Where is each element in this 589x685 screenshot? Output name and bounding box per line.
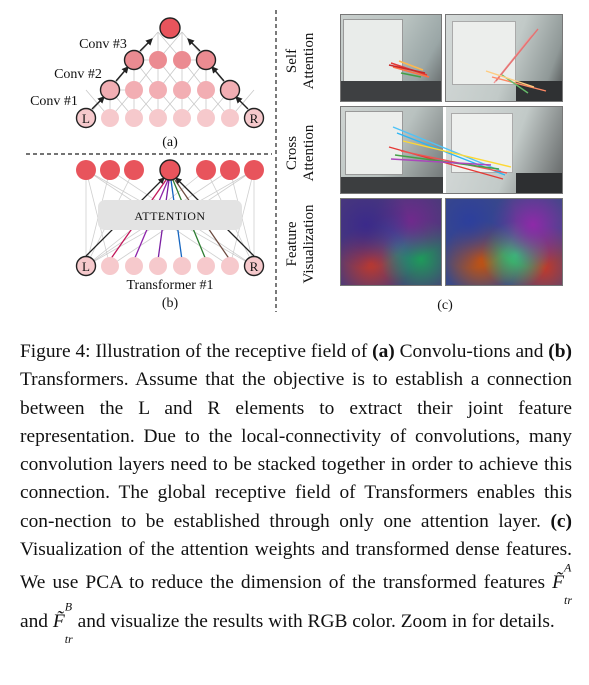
- row2-label-line2: Attention: [301, 124, 317, 182]
- node-l-b-label: L: [82, 259, 90, 274]
- self-attention-lines-left: [388, 60, 430, 78]
- figure-caption: Figure 4: Illustration of the receptive …: [20, 338, 572, 645]
- node-l-a: [75, 107, 97, 129]
- cross-attention-image: [340, 106, 563, 194]
- conv2-right-node: [195, 49, 217, 71]
- transformer-output-node: [159, 159, 181, 181]
- row-label-feature-visualization: Feature Visualization: [284, 193, 320, 295]
- row-label-cross-attention: Cross Attention: [284, 113, 320, 193]
- node-r-a: [243, 107, 265, 129]
- conv3-label: Conv #3: [79, 37, 127, 52]
- conv3-top-node: [159, 17, 181, 39]
- cross-attention-lines: [388, 126, 512, 180]
- conv1-left-node: [99, 79, 121, 101]
- panel-a-label: (a): [162, 135, 178, 150]
- feature-a-sub: tr: [563, 592, 572, 607]
- panel-a-layer-1: [125, 81, 215, 99]
- panel-a-layer-input: [101, 109, 239, 127]
- row1-label-line2: Attention: [301, 32, 317, 90]
- caption-part2: Transformers. Assume that the objective …: [20, 369, 572, 532]
- caption-part1: Convolu-tions and: [394, 341, 549, 362]
- node-r-a-label: R: [250, 111, 259, 126]
- attention-label: ATTENTION: [134, 209, 205, 223]
- caption-and: and: [20, 611, 53, 633]
- attention-box: [98, 200, 242, 230]
- feature-a-symbol: F̃Atr: [552, 562, 572, 606]
- figure-graphics: L R Conv #3 Conv #2 Conv #1 (a): [26, 10, 453, 313]
- caption-part3: Visualization of the attention weights a…: [20, 539, 572, 594]
- self-attention-lines-right: [485, 28, 547, 94]
- panel-a-layer-2: [149, 51, 191, 69]
- conv2-left-node: [123, 49, 145, 71]
- row3-label-line2: Visualization: [301, 204, 317, 284]
- transformer-label: Transformer #1: [127, 278, 214, 293]
- self-attention-image-left: [340, 14, 442, 102]
- self-attention-image-right: [445, 14, 563, 102]
- caption-a-marker: (a): [372, 341, 395, 362]
- panel-a-receptive-path: [91, 38, 249, 110]
- node-l-b: [75, 255, 97, 277]
- panel-b-label: (b): [162, 296, 179, 311]
- feature-visualization-right: [445, 198, 563, 286]
- row1-label-line1: Self: [284, 48, 300, 74]
- caption-prefix: Figure 4: Illustration of the receptive …: [20, 341, 373, 362]
- node-r-b-label: R: [250, 259, 259, 274]
- feature-visualization-left: [340, 198, 442, 286]
- panel-a-diagram: L R Conv #3 Conv #2 Conv #1 (a): [30, 17, 265, 150]
- figure-4: L R Conv #3 Conv #2 Conv #1 (a): [0, 0, 589, 320]
- panel-b-output-layer: [76, 160, 264, 180]
- row3-label-line1: Feature: [284, 221, 300, 267]
- panel-b-input-layer: [101, 257, 239, 275]
- conv1-right-node: [219, 79, 241, 101]
- caption-c-marker: (c): [550, 510, 572, 532]
- panel-c-label: (c): [437, 298, 453, 313]
- conv1-label: Conv #1: [30, 94, 78, 109]
- node-l-a-label: L: [82, 111, 90, 126]
- row2-label-line1: Cross: [284, 135, 300, 171]
- conv2-label: Conv #2: [54, 67, 102, 82]
- row-label-self-attention: Self Attention: [284, 21, 320, 101]
- feature-a-base: F: [552, 572, 564, 594]
- node-r-b: [243, 255, 265, 277]
- feature-b-sup: B: [64, 599, 73, 614]
- feature-a-sup: A: [563, 560, 572, 575]
- feature-b-symbol: F̃Btr: [52, 601, 73, 645]
- feature-b-base: F: [52, 611, 65, 633]
- feature-b-sub: tr: [64, 631, 73, 646]
- caption-part4: and visualize the results with RGB color…: [72, 611, 555, 633]
- panel-b-diagram: ATTENTION L R Transformer #1 (b): [75, 159, 265, 311]
- caption-b-marker: (b): [548, 341, 572, 362]
